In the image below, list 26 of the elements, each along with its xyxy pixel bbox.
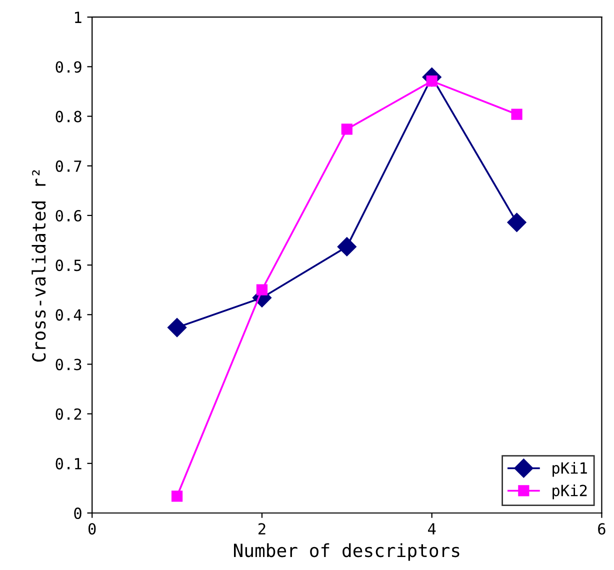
point	[341, 124, 352, 135]
y-tick-label: 0	[74, 508, 82, 520]
x-tick-label: 4	[428, 523, 436, 534]
x-tick-label: 0	[88, 523, 96, 535]
y-axis-title: Cross-validated r²	[32, 170, 46, 362]
legend-label: pKi1	[552, 462, 587, 477]
y-tick-label: 0.5	[56, 260, 82, 272]
y-tick-label: 0.3	[56, 358, 82, 370]
point	[171, 490, 183, 502]
y-tick-label: 0.1	[56, 458, 82, 470]
y-tick-label: 0.8	[56, 110, 82, 122]
legend-label: pKi2	[552, 484, 587, 500]
y-tick-label: 0.2	[56, 408, 82, 420]
x-axis-title: Number of descriptors	[234, 543, 460, 561]
point	[507, 212, 526, 232]
y-tick-label: 0.7	[56, 160, 82, 172]
y-tick-label: 0.6	[56, 210, 82, 222]
point	[168, 318, 187, 338]
y-tick-label: 1	[75, 12, 82, 23]
point	[337, 237, 356, 256]
y-tick-label: 0.4	[56, 309, 82, 321]
x-tick-label: 6	[598, 523, 606, 535]
x-tick-label: 2	[258, 523, 266, 534]
point	[256, 284, 268, 296]
y-tick-label: 0.9	[56, 61, 82, 73]
point	[511, 108, 522, 120]
